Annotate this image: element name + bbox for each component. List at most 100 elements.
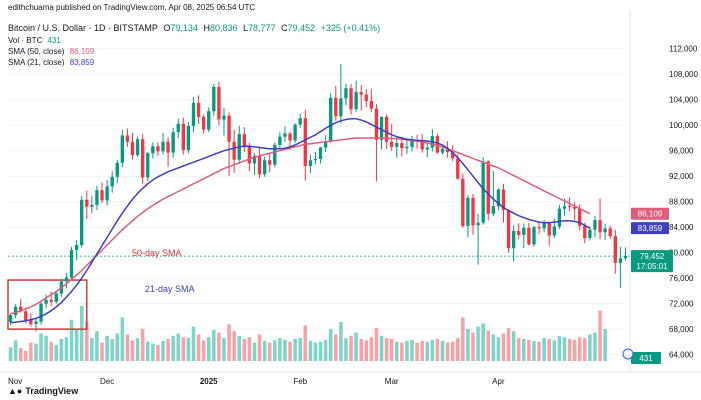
tradingview-brand: TradingView [25, 386, 79, 396]
candle-body [273, 144, 277, 165]
price-candles [8, 64, 628, 332]
volume-bar [105, 335, 109, 361]
volume-bar [115, 333, 120, 361]
candle-body [349, 88, 353, 110]
ohlc-high: 80,836 [209, 23, 238, 33]
x-tick-label: Dec [100, 377, 114, 386]
volume-bar [486, 330, 491, 361]
volume-bar [410, 339, 414, 361]
candle-body [405, 146, 409, 149]
candle-body [496, 189, 501, 207]
sma21-line [10, 118, 591, 324]
volume-bar [577, 337, 582, 361]
volume-tag [631, 352, 661, 364]
ohlc-high-label: H [203, 23, 210, 33]
y-tick-label: 88,000 [669, 198, 694, 207]
y-tick-label: 72,000 [669, 300, 694, 309]
volume-bar [237, 335, 242, 361]
symbol-title: Bitcoin / U.S. Dollar · 1D · BITSTAMP [8, 23, 158, 33]
volume-bar [44, 335, 48, 361]
volume-bar [247, 337, 252, 361]
volume-bar [140, 328, 145, 361]
candle-body [24, 311, 28, 321]
candle-body [130, 141, 135, 156]
resistance-box [7, 279, 88, 330]
candle-body [293, 124, 297, 141]
volume-bar [400, 342, 404, 361]
volume-bar [547, 339, 552, 361]
volume-bar [298, 338, 302, 361]
volume-bar [39, 333, 43, 361]
volume-bar [506, 328, 511, 361]
volume-bar [34, 343, 38, 361]
candle-body [313, 158, 318, 161]
volume-bar [257, 334, 262, 361]
candle-body [135, 139, 140, 156]
candle-body [552, 226, 556, 236]
candle-body [29, 320, 33, 325]
volume-bar [161, 340, 165, 361]
candle-body [593, 220, 597, 230]
volume-bar [405, 340, 409, 361]
y-tick-label: 76,000 [669, 274, 694, 283]
candle-body [379, 116, 384, 140]
y-axis: 112,000 108,000 104,000 100,000 96,000 92,000… [0, 10, 701, 373]
volume-bar [323, 339, 328, 361]
candle-body [115, 162, 119, 177]
candle-body [262, 160, 267, 175]
x-tick-label: Feb [293, 377, 307, 386]
candle-body [257, 155, 262, 175]
y-tick-label: 112,000 [669, 45, 698, 54]
candle-body [567, 206, 572, 208]
candle-body [598, 220, 602, 233]
candle-body [34, 321, 38, 325]
volume-bar [557, 335, 562, 361]
last-price-value: 79,452 [640, 252, 665, 261]
candle-body [344, 88, 348, 99]
volume-bar [415, 342, 419, 361]
volume-value: 431 [47, 36, 61, 45]
x-tick-label: Mar [385, 377, 399, 386]
tradingview-logo[interactable]: ▲● TradingView [8, 386, 78, 396]
volume-bar [537, 341, 541, 361]
sma50-annotation: 50-day SMA [132, 248, 182, 258]
volume-bar [501, 333, 506, 361]
candle-body [54, 293, 58, 302]
volume-bar [100, 342, 104, 361]
candle-body [578, 208, 582, 226]
volume-bar [455, 338, 460, 361]
volume-bar [156, 344, 160, 361]
volume-bar [293, 339, 297, 361]
volume-bar [339, 322, 343, 361]
candle-body [456, 158, 460, 179]
symbol-line: Bitcoin / U.S. Dollar · 1D · BITSTAMP O7… [8, 23, 383, 33]
candle-body [395, 143, 399, 147]
volume-bar [120, 317, 125, 361]
sma50-legend[interactable]: SMA (50, close) 86,109 [8, 47, 97, 56]
candle-body [85, 199, 89, 207]
price-tag-text: 86,109 [638, 210, 663, 219]
volume-bar [354, 332, 358, 361]
y-tick-label: 96,000 [669, 147, 694, 156]
sma21-legend[interactable]: SMA (21, close) 83,859 [8, 58, 97, 67]
volume-bar [532, 340, 536, 361]
volume-bars [8, 306, 607, 361]
candle-body [49, 299, 53, 302]
price-tag-sma50 [631, 207, 669, 220]
sma21-label: SMA (21, close) [8, 58, 65, 67]
x-tick-label: Nov [8, 377, 22, 386]
volume-bar [334, 334, 338, 361]
volume-bar [59, 339, 64, 361]
volume-bar [344, 338, 348, 361]
volume-legend[interactable]: Vol · BTC 431 [8, 36, 64, 45]
volume-bar [8, 347, 13, 361]
volume-bar [572, 339, 577, 361]
y-tick-label: 64,000 [669, 351, 694, 360]
candle-body [354, 92, 358, 110]
candle-body [207, 111, 211, 130]
volume-bar [18, 348, 23, 361]
candle-body [222, 115, 226, 120]
volume-bar [476, 326, 480, 361]
candle-body [252, 155, 257, 164]
